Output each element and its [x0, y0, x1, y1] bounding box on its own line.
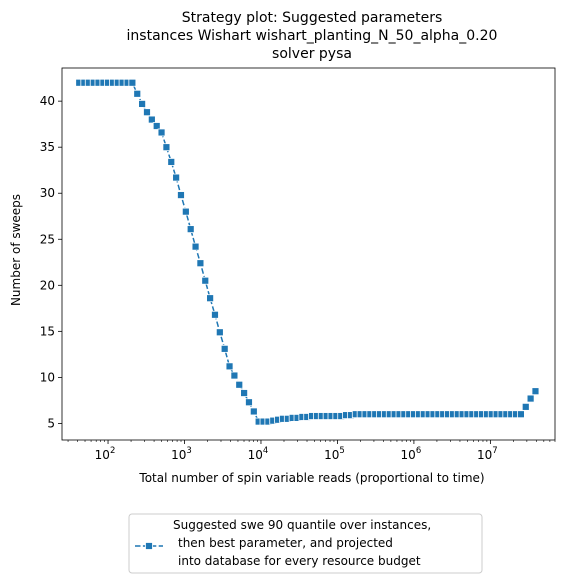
data-point — [206, 294, 215, 303]
y-tick-label: 5 — [47, 416, 55, 430]
data-point — [143, 108, 151, 117]
x-tick-label-base: 10 — [324, 448, 339, 462]
legend-box — [128, 513, 483, 574]
data-point — [225, 362, 234, 371]
data-point — [128, 78, 137, 87]
x-tick-label-exponent: 7 — [492, 446, 497, 456]
x-tick-label-exponent: 3 — [186, 446, 191, 456]
chart-title-line-3: solver pysa — [272, 46, 352, 62]
x-tick-label: 103 — [171, 446, 192, 462]
y-tick-label: 20 — [40, 278, 55, 292]
chart-title-line-2: instances Wishart wishart_planting_N_50_… — [127, 28, 498, 44]
series-line — [79, 81, 537, 423]
x-tick-label: 106 — [401, 446, 422, 462]
data-point — [220, 344, 229, 353]
data-point — [215, 328, 224, 337]
data-point — [245, 398, 253, 407]
x-tick-label-base: 10 — [248, 448, 263, 462]
data-point — [138, 100, 147, 108]
x-tick-label-exponent: 4 — [263, 446, 268, 456]
data-point — [249, 407, 258, 416]
x-tick-label: 107 — [477, 446, 498, 462]
x-tick-label: 102 — [95, 446, 116, 462]
data-point — [521, 402, 530, 411]
x-tick-label: 105 — [324, 446, 345, 462]
x-tick-label-base: 10 — [477, 448, 492, 462]
y-tick-label: 25 — [40, 232, 55, 246]
data-point — [517, 410, 525, 419]
x-tick-label-exponent: 2 — [110, 446, 115, 456]
legend-marker-sample — [145, 542, 153, 550]
data-point — [181, 207, 190, 216]
data-point — [211, 310, 219, 319]
data-point — [152, 122, 161, 130]
y-tick-label: 15 — [40, 324, 55, 338]
axes-frame — [61, 67, 556, 441]
data-point — [133, 89, 142, 98]
x-tick-label-exponent: 6 — [416, 446, 421, 456]
x-tick-label-base: 10 — [401, 448, 416, 462]
data-point — [167, 158, 176, 166]
data-point — [235, 380, 244, 389]
y-tick-label: 40 — [40, 94, 55, 108]
x-tick-label-base: 10 — [95, 448, 110, 462]
data-point — [531, 387, 540, 396]
chart-title-line-1: Strategy plot: Suggested parameters — [182, 10, 443, 26]
data-point — [177, 191, 185, 199]
data-point — [240, 389, 249, 397]
y-axis-label: Number of sweeps — [9, 194, 23, 306]
y-tick-label: 10 — [40, 370, 55, 384]
data-point — [196, 259, 205, 268]
data-point — [191, 242, 200, 251]
data-point — [157, 128, 166, 137]
x-tick-label-base: 10 — [171, 448, 186, 462]
y-tick-label: 30 — [40, 186, 55, 200]
data-point — [147, 115, 156, 124]
data-point — [230, 371, 239, 380]
y-tick-label: 35 — [40, 140, 55, 154]
x-tick-label-exponent: 5 — [339, 446, 344, 456]
legend: Suggested swe 90 quantile over instances… — [128, 513, 483, 574]
legend-text-line-1: Suggested swe 90 quantile over instances… — [173, 518, 431, 532]
data-point — [162, 143, 171, 152]
data-point — [186, 225, 195, 234]
data-point — [172, 173, 181, 182]
chart-title: Strategy plot: Suggested parameters inst… — [127, 10, 498, 62]
data-point — [201, 276, 210, 285]
x-tick-label: 104 — [248, 446, 269, 462]
legend-text-line-2: then best parameter, and projected — [178, 536, 393, 550]
x-axis-label: Total number of spin variable reads (pro… — [138, 471, 484, 485]
data-point — [526, 394, 535, 403]
legend-text-line-3: into database for every resource budget — [178, 554, 421, 568]
